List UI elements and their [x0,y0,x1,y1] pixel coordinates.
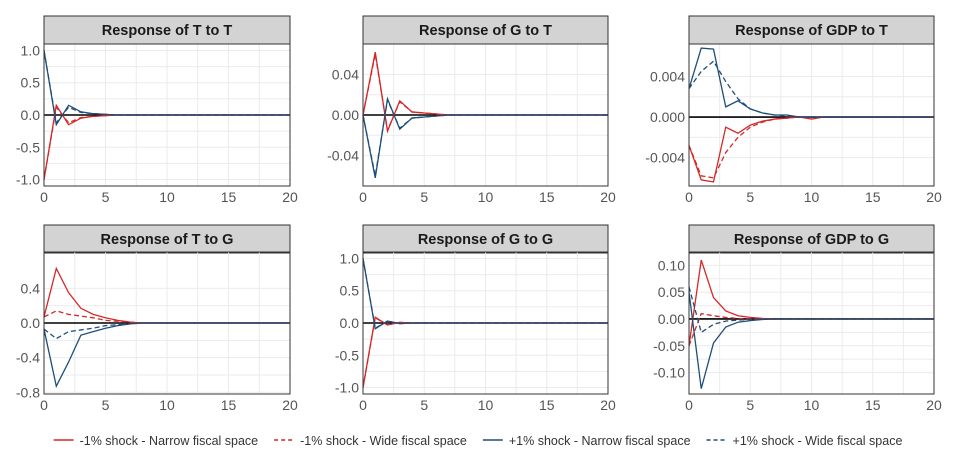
y-tick-label: 0.04 [332,66,359,82]
y-tick-label: -0.5 [16,139,40,155]
series-line-wide-pos [43,50,290,125]
x-tick-label: 0 [359,189,367,205]
y-tick-label: -1.0 [16,172,40,188]
y-tick-label: 0.05 [658,284,685,300]
y-tick-label: 0.000 [650,109,685,125]
x-tick-label: 5 [102,189,110,205]
x-tick-label: 10 [159,189,175,205]
y-tick-label: 0.0 [340,315,360,331]
y-tick-label: -1.0 [335,380,359,396]
x-tick-label: 20 [282,189,298,205]
y-tick-label: 0.5 [340,283,360,299]
y-tick-label: -0.004 [645,150,685,166]
panel-frame [362,251,609,395]
x-tick-label: 0 [685,397,693,413]
panel: Response of GDP to T 0 5 10 15 20 -0.004 0.000 0… [645,15,942,205]
panel-title: Response of GDP to G [734,232,889,248]
series-line-wide-pos [688,286,934,334]
series-line-wide-neg [43,310,290,324]
x-tick-label: 15 [865,189,881,205]
y-tick-label: 0.00 [658,311,685,327]
x-tick-label: 0 [40,189,48,205]
x-tick-label: 10 [159,397,175,413]
legend-label: +1% shock - Narrow fiscal space [509,434,691,448]
panel-frame [43,43,291,187]
legend-label: -1% shock - Wide fiscal space [300,434,467,448]
series-line-wide-pos [688,60,934,118]
x-tick-label: 10 [478,397,494,413]
x-tick-label: 15 [221,189,237,205]
panel-strip [688,15,935,45]
y-tick-label: 0.0 [21,107,41,123]
y-tick-label: -0.4 [16,350,40,366]
x-tick-label: 20 [600,189,616,205]
y-tick-label: 0.5 [21,75,41,91]
x-tick-label: 15 [865,397,881,413]
x-tick-label: 15 [539,189,555,205]
y-tick-label: 0.0 [21,315,41,331]
x-tick-label: 10 [478,189,494,205]
panel-grid: Response of T to T 0 5 10 15 20 -1.0 -0.5 0.0 0.5… [16,15,942,413]
series-line-wide-pos [362,97,608,176]
y-tick-label: -0.05 [653,338,685,354]
y-tick-label: 1.0 [340,250,360,266]
x-tick-label: 20 [926,189,942,205]
series-line-wide-pos [362,258,608,330]
panel: Response of T to G 0 5 10 15 20 -0.8 -0.4 0.0 0.4 [16,224,298,413]
x-tick-label: 5 [420,397,428,413]
x-tick-label: 0 [685,189,693,205]
series-line-wide-pos [43,322,290,340]
x-tick-label: 5 [746,189,754,205]
panel-strip [362,224,609,254]
panel-strip [362,15,609,45]
panel-title: Response of G to G [418,232,553,248]
panel-frame [688,251,935,395]
x-tick-label: 20 [926,397,942,413]
legend-item: +1% shock - Narrow fiscal space [482,434,691,448]
panel-title: Response of GDP to T [735,23,888,39]
legend-item: -1% shock - Narrow fiscal space [53,434,259,448]
y-tick-label: 0.004 [650,68,685,84]
y-tick-label: -0.10 [653,365,685,381]
panel-title: Response of G to T [419,23,552,39]
y-tick-label: 0.4 [21,280,41,296]
y-tick-label: 1.0 [21,42,41,58]
x-tick-label: 0 [359,397,367,413]
x-tick-label: 5 [420,189,428,205]
panel: Response of G to G 0 5 10 15 20 -1.0 -0.5 0.0 0.5… [335,224,616,413]
x-tick-label: 15 [221,397,237,413]
panel: Response of G to T 0 5 10 15 20 -0.04 0.00 0.04 [327,15,616,205]
y-tick-label: -0.8 [16,384,40,400]
panel: Response of T to T 0 5 10 15 20 -1.0 -0.5 0.0 0.5… [16,15,298,205]
x-tick-label: 10 [804,397,820,413]
legend-item: -1% shock - Wide fiscal space [274,434,467,448]
legend-item: +1% shock - Wide fiscal space [706,434,903,448]
legend: -1% shock - Narrow fiscal space -1% shock… [53,434,903,448]
y-tick-label: 0.00 [332,107,359,123]
x-tick-label: 5 [102,397,110,413]
panel-title: Response of T to G [101,232,234,248]
panel-frame [688,43,935,187]
x-tick-label: 20 [600,397,616,413]
legend-label: -1% shock - Narrow fiscal space [80,434,259,448]
x-tick-label: 0 [40,397,48,413]
panel-strip [688,224,935,254]
y-tick-label: -0.5 [335,347,359,363]
panel-frame [43,251,291,395]
panel-frame [362,43,609,187]
x-tick-label: 10 [804,189,820,205]
panel-strip [43,15,291,45]
panel: Response of GDP to G 0 5 10 15 20 -0.10 -0.05 0.… [653,224,942,413]
y-tick-label: 0.10 [658,257,685,273]
x-tick-label: 5 [746,397,754,413]
x-tick-label: 20 [282,397,298,413]
x-tick-label: 15 [539,397,555,413]
panel-title: Response of T to T [102,23,233,39]
panel-strip [43,224,291,254]
y-tick-label: -0.04 [327,148,359,164]
legend-label: +1% shock - Wide fiscal space [733,434,903,448]
